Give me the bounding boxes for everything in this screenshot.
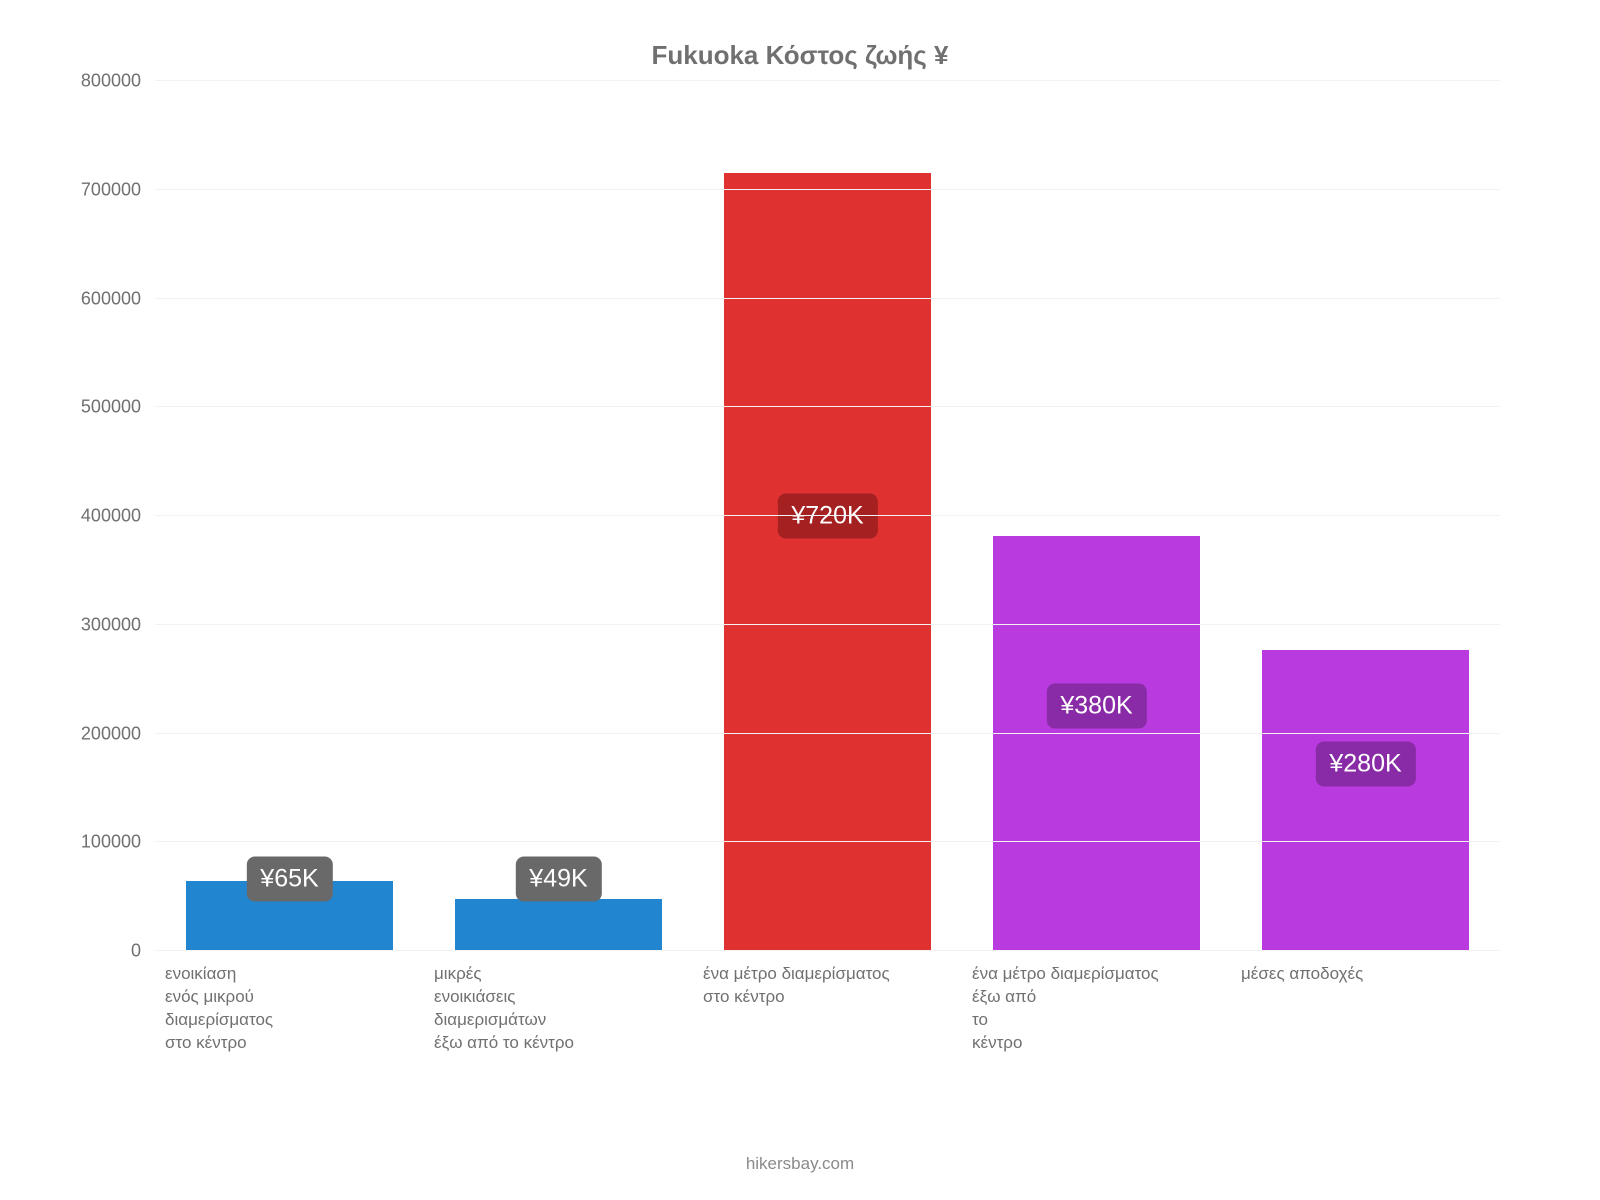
gridline [155,515,1500,516]
gridline [155,841,1500,842]
x-label-slot: ένα μέτρο διαμερίσματος στο κέντρο [693,963,962,1055]
gridline [155,80,1500,81]
bar-slot: ¥65K [155,81,424,951]
x-axis-label: μέσες αποδοχές [1241,963,1490,986]
bar-value-badge: ¥280K [1315,741,1415,786]
y-tick-label: 800000 [81,71,155,92]
y-tick-label: 400000 [81,506,155,527]
bar-slot: ¥49K [424,81,693,951]
bar-slot: ¥280K [1231,81,1500,951]
bar-slot: ¥720K [693,81,962,951]
x-label-slot: μέσες αποδοχές [1231,963,1500,1055]
x-label-slot: ενοικίαση ενός μικρού διαμερίσματος στο … [155,963,424,1055]
y-tick-label: 600000 [81,288,155,309]
plot-area: ¥65K¥49K¥720K¥380K¥280K 0100000200000300… [155,81,1500,951]
x-axis-labels: ενοικίαση ενός μικρού διαμερίσματος στο … [155,963,1500,1055]
x-label-slot: ένα μέτρο διαμερίσματος έξω από το κέντρ… [962,963,1231,1055]
bar-value-badge: ¥65K [246,857,332,902]
attribution: hikersbay.com [0,1154,1600,1174]
chart-container: Fukuoka Κόστος ζωής ¥ ¥65K ¥49K ¥720K ¥380K… [0,0,1600,1200]
y-tick-label: 200000 [81,723,155,744]
bar-value-badge: ¥380K [1046,684,1146,729]
y-tick-label: 0 [131,941,155,962]
gridline [155,624,1500,625]
x-axis-label: ενοικίαση ενός μικρού διαμερίσματος στο … [165,963,414,1055]
bar [992,535,1202,952]
bar-slot: ¥380K [962,81,1231,951]
gridline [155,189,1500,190]
gridline [155,406,1500,407]
x-label-slot: μικρές ενοικιάσεις διαμερισμάτων έξω από… [424,963,693,1055]
bar-value-badge: ¥720K [777,494,877,539]
chart-title: Fukuoka Κόστος ζωής ¥ [60,40,1540,71]
plot-region: ¥65K¥49K¥720K¥380K¥280K 0100000200000300… [155,81,1500,951]
bar [454,898,664,951]
bar [723,172,933,951]
y-tick-label: 300000 [81,614,155,635]
gridline [155,298,1500,299]
bar [1261,649,1471,951]
x-axis-label: ένα μέτρο διαμερίσματος έξω από το κέντρ… [972,963,1221,1055]
gridline [155,733,1500,734]
y-tick-label: 700000 [81,179,155,200]
x-axis-label: ένα μέτρο διαμερίσματος στο κέντρο [703,963,952,1009]
bar-value-badge: ¥49K [515,857,601,902]
x-axis-label: μικρές ενοικιάσεις διαμερισμάτων έξω από… [434,963,683,1055]
gridline [155,950,1500,951]
y-tick-label: 100000 [81,832,155,853]
y-tick-label: 500000 [81,397,155,418]
bars-group: ¥65K ¥49K ¥720K ¥380K ¥280K [155,81,1500,951]
